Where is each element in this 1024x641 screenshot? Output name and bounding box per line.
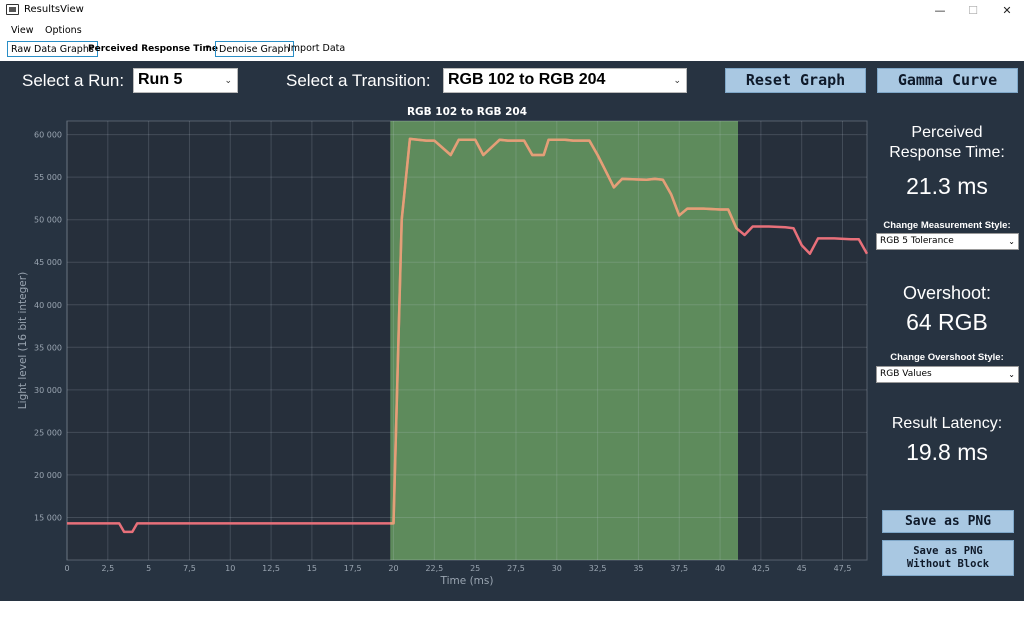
x-tick-label: 45 — [797, 564, 807, 573]
transition-select-value: RGB 102 to RGB 204 — [448, 71, 606, 88]
select-transition-label: Select a Transition: — [286, 71, 431, 90]
x-tick-label: 20 — [388, 564, 398, 573]
plot-border — [66, 120, 868, 561]
x-tick-label: 37,5 — [670, 564, 688, 573]
y-tick-label: 35 000 — [34, 343, 62, 352]
y-tick-label: 25 000 — [34, 428, 62, 437]
x-tick-label: 5 — [146, 564, 151, 573]
import-data-button[interactable]: Import Data — [288, 43, 346, 54]
save-png-button[interactable]: Save as PNG — [882, 510, 1014, 533]
y-tick-label: 55 000 — [34, 173, 62, 182]
x-tick-label: 17,5 — [344, 564, 362, 573]
x-tick-label: 7,5 — [183, 564, 196, 573]
perceived-title-line1: Perceived — [911, 124, 983, 141]
x-tick-label: 2,5 — [101, 564, 114, 573]
minimize-button[interactable]: — — [934, 4, 946, 17]
x-tick-label: 40 — [715, 564, 725, 573]
run-select-value: Run 5 — [138, 71, 183, 88]
response-chart: 0 2,5 5 7,5 10 12,5 15 17,5 20 22,5 25 27,5 30 32,5 35… — [17, 106, 869, 587]
x-axis-label: Time (ms) — [440, 575, 494, 587]
maximize-button[interactable]: ☐ — [968, 4, 978, 17]
overshoot-style-select[interactable]: RGB Values ⌄ — [876, 366, 1019, 383]
menu-bar: View Options — [0, 22, 1024, 40]
series-line-in-block — [390, 137, 739, 525]
perceived-response-time-button[interactable]: Perceived Response Time — [88, 44, 218, 54]
gamma-curve-button[interactable]: Gamma Curve — [877, 68, 1018, 93]
x-tick-label: 47,5 — [834, 564, 852, 573]
transition-select[interactable]: RGB 102 to RGB 204 ⌄ — [443, 68, 687, 93]
measurement-style-select[interactable]: RGB 5 Tolerance ⌄ — [876, 233, 1019, 250]
reset-graph-button[interactable]: Reset Graph — [725, 68, 866, 93]
x-tick-label: 22,5 — [425, 564, 443, 573]
chevron-down-icon: ⌄ — [1008, 237, 1015, 246]
y-axis-label: Light level (16 bit integer) — [17, 272, 29, 409]
denoise-graph-button[interactable]: Denoise Graph — [215, 41, 294, 57]
overshoot-style-value: RGB Values — [880, 369, 932, 379]
y-tick-label: 45 000 — [34, 258, 62, 267]
measurement-style-value: RGB 5 Tolerance — [880, 236, 954, 246]
save-png-without-block-button[interactable]: Save as PNG Without Block — [882, 540, 1014, 576]
save-png-no-block-line1: Save as PNG — [913, 545, 983, 557]
overshoot-style-label: Change Overshoot Style: — [890, 352, 1004, 363]
main-panel: Select a Run: Run 5 ⌄ Select a Transitio… — [0, 61, 1024, 601]
perceived-value: 21.3 ms — [906, 173, 988, 199]
y-tick-label: 20 000 — [34, 471, 62, 480]
toolbar: Raw Data Graphs Perceived Response Time … — [0, 40, 1024, 60]
chevron-down-icon: ⌄ — [224, 75, 232, 85]
chevron-down-icon: ⌄ — [1008, 370, 1015, 379]
chevron-down-icon: ⌄ — [673, 75, 681, 85]
x-tick-label: 35 — [633, 564, 643, 573]
save-png-no-block-line2: Without Block — [906, 558, 990, 570]
x-tick-label: 27,5 — [507, 564, 525, 573]
perceived-title-line2: Response Time: — [889, 144, 1005, 161]
title-bar: ResultsView — ☐ ✕ — [0, 0, 1024, 22]
y-tick-label: 60 000 — [34, 131, 62, 140]
x-tick-label: 15 — [307, 564, 317, 573]
chart-title: RGB 102 to RGB 204 — [407, 106, 527, 118]
x-tick-label: 42,5 — [752, 564, 770, 573]
y-tick-label: 50 000 — [34, 216, 62, 225]
x-tick-label: 10 — [225, 564, 235, 573]
latency-value: 19.8 ms — [906, 439, 988, 465]
chevron-down-icon[interactable]: ▾ — [206, 43, 210, 51]
x-tick-label: 25 — [470, 564, 480, 573]
run-select[interactable]: Run 5 ⌄ — [133, 68, 238, 93]
measurement-style-label: Change Measurement Style: — [883, 220, 1011, 231]
x-tick-label: 30 — [552, 564, 562, 573]
window-title: ResultsView — [24, 4, 84, 15]
x-tick-label: 12,5 — [262, 564, 280, 573]
monitor-icon — [6, 4, 19, 15]
latency-title: Result Latency: — [891, 415, 1003, 432]
raw-data-graphs-button[interactable]: Raw Data Graphs — [7, 41, 98, 57]
overshoot-value: 64 RGB — [906, 309, 988, 335]
x-tick-label: 0 — [64, 564, 69, 573]
y-tick-label: 40 000 — [34, 301, 62, 310]
y-tick-label: 30 000 — [34, 386, 62, 395]
x-tick-label: 32,5 — [589, 564, 607, 573]
overshoot-title: Overshoot: — [902, 283, 992, 303]
menu-options[interactable]: Options — [45, 25, 82, 36]
y-tick-label: 15 000 — [34, 513, 62, 522]
menu-view[interactable]: View — [11, 25, 34, 36]
highlight-block — [390, 121, 739, 560]
close-button[interactable]: ✕ — [1002, 4, 1012, 17]
select-run-label: Select a Run: — [22, 71, 125, 90]
